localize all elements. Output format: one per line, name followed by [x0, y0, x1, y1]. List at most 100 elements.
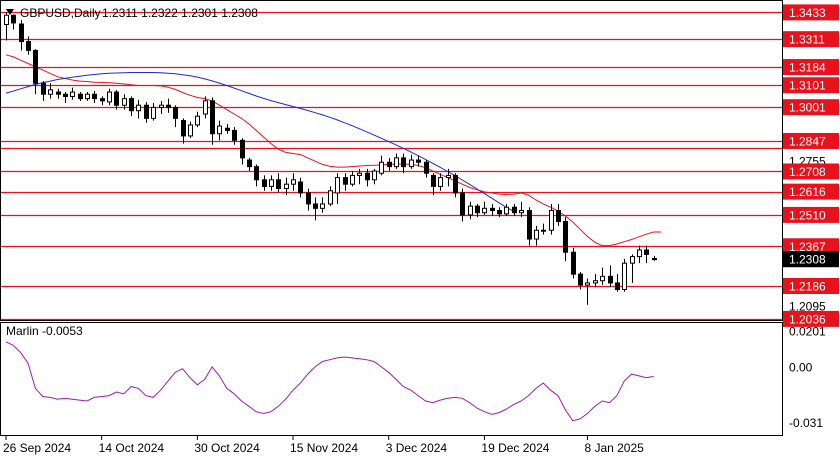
candle	[92, 90, 97, 104]
candle-body-bear	[608, 275, 613, 284]
candle-body-bear	[365, 172, 370, 181]
candle	[372, 168, 377, 185]
candle	[19, 19, 24, 51]
candle-body-bull	[446, 174, 451, 179]
price-axis: 1.3433 1.3311 1.3184 1.3101 1.3001 1.2847 1.27…	[783, 4, 839, 327]
candle	[56, 88, 61, 99]
price-tick-label: 1.3101	[789, 79, 826, 93]
candle-body-bull	[269, 179, 274, 187]
candles	[4, 12, 657, 305]
price-tick-label: 1.3311	[789, 33, 825, 47]
candle-body-bear	[416, 159, 421, 163]
level-price-tag	[783, 132, 839, 149]
candle	[225, 123, 230, 134]
candle	[276, 173, 281, 193]
level-price-tag	[783, 238, 839, 255]
candle-body-bear	[247, 159, 252, 168]
candle-body-bear	[78, 93, 83, 100]
ohlc-values: 1.2311 1.2322 1.2301 1.2308	[102, 6, 258, 20]
candle-body-bear	[298, 181, 303, 194]
candle-body-bull	[519, 210, 524, 214]
candle-body-bear	[262, 179, 267, 187]
candle	[100, 96, 105, 106]
candle	[622, 258, 627, 292]
candle-body-bull	[593, 280, 598, 284]
candle	[328, 186, 333, 207]
price-tick-label: 1.2510	[789, 208, 826, 222]
candle	[254, 164, 259, 187]
candle-body-bull	[394, 157, 399, 168]
price-panel-border	[0, 0, 783, 321]
candle-body-bull	[637, 249, 642, 258]
candle	[563, 217, 568, 261]
time-axis: 26 Sep 2024 14 Oct 2024 30 Oct 2024 15 Nov …	[3, 436, 644, 455]
price-tick-label: 1.3433	[789, 6, 826, 20]
candle	[107, 88, 112, 106]
candle-body-bull	[630, 256, 635, 264]
candle-body-bull	[438, 177, 443, 187]
level-price-tag	[783, 206, 839, 223]
level-price-tag	[783, 99, 839, 116]
candle	[401, 153, 406, 174]
price-tick-label: 1.2616	[789, 185, 826, 199]
candle-body-bull	[600, 275, 605, 282]
candle	[122, 94, 127, 110]
candle	[446, 168, 451, 187]
candle-body-bull	[379, 161, 384, 174]
price-tick-label: 1.3001	[789, 101, 826, 115]
candle	[357, 168, 362, 185]
candle-body-bear	[240, 139, 245, 159]
candle-body-bear	[571, 251, 576, 275]
candle	[33, 49, 38, 95]
candle	[173, 105, 178, 128]
candle-body-bear	[401, 157, 406, 168]
candle	[166, 98, 171, 113]
candle	[26, 36, 31, 55]
candle-body-bull	[541, 229, 546, 232]
candle-body-bull	[151, 106, 156, 119]
candle	[284, 177, 289, 196]
triangle-down-icon[interactable]	[6, 9, 14, 15]
candle-body-bull	[622, 262, 627, 291]
candle	[188, 121, 193, 139]
candle	[600, 267, 605, 286]
oscillator-axis: 0.0201 0.00 -0.031	[789, 324, 826, 430]
chart-header: GBPUSD,Daily 1.2311 1.2322 1.2301 1.2308	[6, 6, 258, 20]
price-tick-label: 1.3184	[789, 61, 826, 75]
level-price-tag	[783, 59, 839, 76]
candle-body-bear	[33, 49, 38, 84]
time-tick-label: 19 Dec 2024	[481, 441, 549, 455]
candle	[534, 225, 539, 246]
candle-body-bear	[11, 14, 16, 24]
level-price-tag	[783, 183, 839, 200]
candle	[144, 101, 149, 123]
candle	[291, 173, 296, 191]
candle-body-bear	[453, 174, 458, 194]
marlin-path	[5, 341, 654, 422]
candle	[343, 173, 348, 191]
candle	[247, 157, 252, 172]
candle	[637, 245, 642, 264]
candle	[490, 203, 495, 217]
candle	[527, 207, 532, 246]
price-tick-label: 1.2036	[789, 312, 826, 326]
price-tick-label: 1.2308	[789, 253, 826, 267]
candle-body-bull	[217, 125, 222, 135]
candle-body-bear	[490, 207, 495, 212]
candle-body-bull	[159, 104, 164, 108]
candle-body-bear	[210, 100, 215, 135]
ma-slow-line	[5, 72, 515, 213]
current-price-tag	[783, 251, 839, 268]
candle	[63, 92, 68, 104]
candle	[438, 173, 443, 191]
candle-body-bull	[122, 98, 127, 106]
candle-body-bull	[85, 93, 90, 100]
candle	[203, 96, 208, 119]
time-tick-label: 3 Dec 2024	[386, 441, 448, 455]
candle	[556, 203, 561, 226]
candle-body-bear	[313, 203, 318, 209]
candle-body-bear	[254, 166, 259, 181]
candle	[652, 256, 657, 261]
candle-body-bear	[615, 282, 620, 291]
candle-body-bear	[460, 192, 465, 216]
